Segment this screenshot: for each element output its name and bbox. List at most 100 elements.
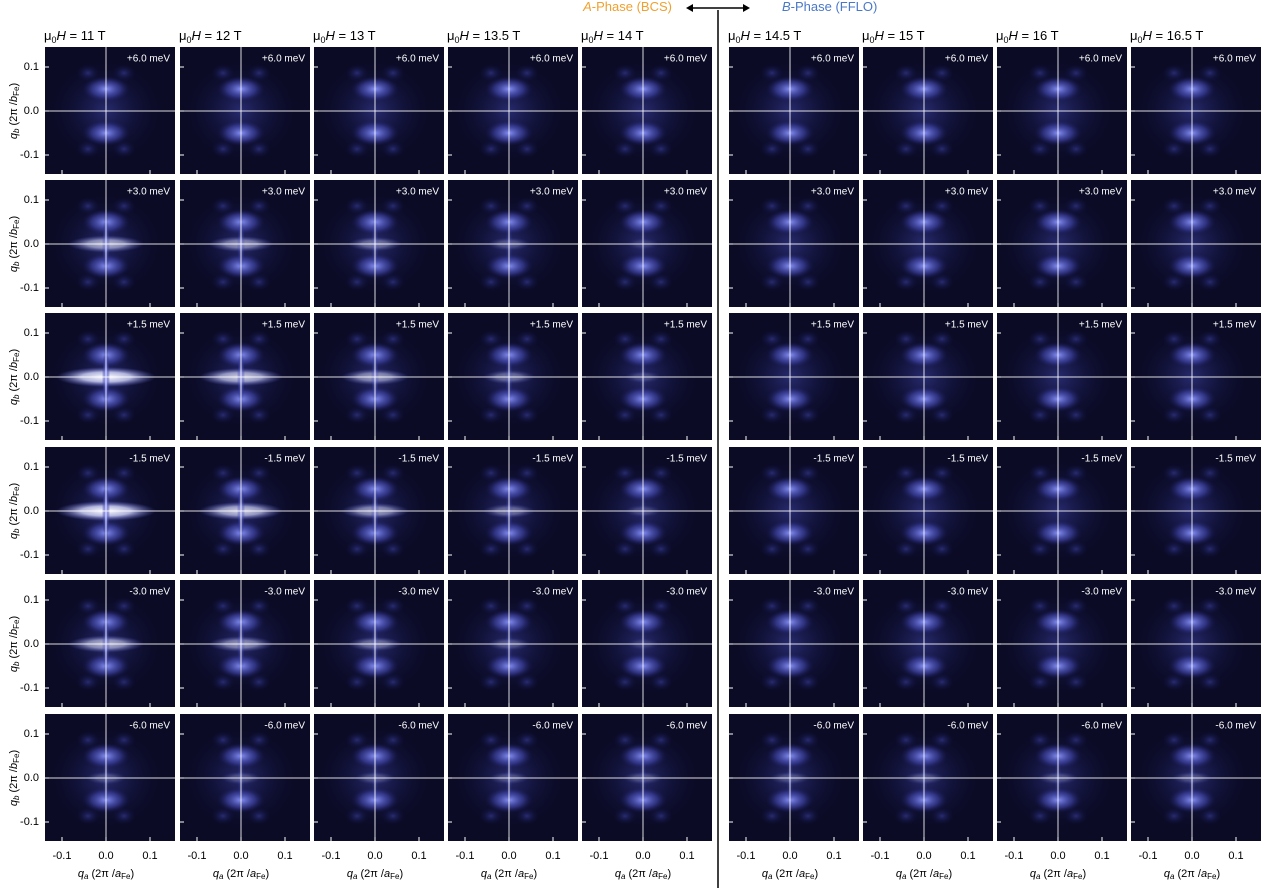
panel: +6.0 meV — [45, 47, 175, 174]
side-lobe — [112, 807, 136, 825]
energy-label: -1.5 meV — [1215, 454, 1256, 465]
x-tick-label: -0.1 — [53, 850, 72, 862]
side-lobe — [930, 197, 954, 215]
text-part: 0 — [455, 35, 460, 45]
side-lobe — [76, 731, 100, 749]
side-lobe — [479, 673, 503, 691]
text-part: q — [78, 868, 85, 880]
panel: -6.0 meV — [448, 714, 578, 841]
side-lobe — [345, 330, 369, 348]
side-lobe — [760, 464, 784, 482]
text-part: (2π / — [8, 634, 20, 661]
panel: -3.0 meV — [314, 580, 444, 707]
energy-label: -3.0 meV — [264, 587, 305, 598]
text-part: 0 — [1004, 35, 1009, 45]
side-lobe — [649, 406, 673, 424]
text-part: μ — [996, 28, 1004, 43]
side-lobe — [479, 64, 503, 82]
panel: +3.0 meV — [45, 180, 175, 307]
text-part: 16 T — [1033, 28, 1059, 43]
side-lobe — [381, 406, 405, 424]
side-lobe — [1198, 807, 1222, 825]
side-lobe — [76, 197, 100, 215]
energy-label: -1.5 meV — [666, 454, 707, 465]
side-lobe — [1198, 197, 1222, 215]
side-lobe — [1028, 673, 1052, 691]
side-lobe — [247, 273, 271, 291]
text-part: q — [1164, 868, 1171, 880]
side-lobe — [1162, 673, 1186, 691]
text-part: μ — [44, 28, 52, 43]
side-lobe — [1198, 731, 1222, 749]
x-tick-label: 0.0 — [501, 850, 516, 862]
panel: -6.0 meV — [582, 714, 712, 841]
panel: +6.0 meV — [863, 47, 993, 174]
energy-label: -6.0 meV — [264, 721, 305, 732]
side-lobe — [796, 540, 820, 558]
y-axis-label: qb (2π /bFe) — [8, 616, 21, 672]
panel: -3.0 meV — [997, 580, 1127, 707]
side-lobe — [345, 197, 369, 215]
energy-label: +6.0 meV — [530, 54, 573, 65]
panel: +3.0 meV — [582, 180, 712, 307]
x-tick-label: 0.1 — [545, 850, 560, 862]
side-lobe — [760, 673, 784, 691]
panel: +1.5 meV — [314, 313, 444, 440]
side-lobe — [76, 540, 100, 558]
side-lobe — [76, 64, 100, 82]
text-part: b — [8, 362, 20, 368]
energy-label: -6.0 meV — [398, 721, 439, 732]
side-lobe — [613, 273, 637, 291]
text-part: = — [66, 28, 81, 43]
side-lobe — [894, 140, 918, 158]
text-part: b — [8, 763, 20, 769]
panel: +3.0 meV — [448, 180, 578, 307]
x-axis-label: qa (2π /aFe) — [762, 868, 818, 881]
side-lobe — [1064, 140, 1088, 158]
text-part: (2π / — [8, 101, 20, 128]
side-lobe — [649, 731, 673, 749]
energy-label: -6.0 meV — [1081, 721, 1122, 732]
side-lobe — [211, 540, 235, 558]
x-axis-label: qa (2π /aFe) — [78, 868, 134, 881]
y-tick-label: 0.0 — [24, 238, 39, 250]
text-part: (2π / — [8, 501, 20, 528]
text-part: (2π / — [357, 868, 384, 880]
side-lobe — [211, 464, 235, 482]
energy-label: +6.0 meV — [945, 54, 988, 65]
text-part: (2π / — [906, 868, 933, 880]
energy-label: -6.0 meV — [532, 721, 573, 732]
panel: +6.0 meV — [729, 47, 859, 174]
side-lobe — [796, 406, 820, 424]
text-part: 0 — [321, 35, 326, 45]
side-lobe — [1064, 197, 1088, 215]
side-lobe — [894, 330, 918, 348]
text-part: Fe — [658, 872, 668, 881]
side-lobe — [1064, 64, 1088, 82]
side-lobe — [76, 406, 100, 424]
side-lobe — [76, 273, 100, 291]
text-part: q — [213, 868, 220, 880]
field-label: μ0H = 15 T — [862, 28, 925, 45]
side-lobe — [247, 597, 271, 615]
side-lobe — [613, 731, 637, 749]
x-axis-label: qa (2π /aFe) — [213, 868, 269, 881]
text-part: (2π / — [491, 868, 518, 880]
energy-label: -1.5 meV — [532, 454, 573, 465]
panel: +3.0 meV — [314, 180, 444, 307]
energy-label: +1.5 meV — [396, 320, 439, 331]
panel: -1.5 meV — [729, 447, 859, 574]
text-part: (2π / — [8, 768, 20, 795]
energy-label: +6.0 meV — [1213, 54, 1256, 65]
text-part: a — [1201, 868, 1207, 880]
energy-label: +1.5 meV — [1213, 320, 1256, 331]
energy-label: -3.0 meV — [947, 587, 988, 598]
energy-label: +3.0 meV — [1079, 187, 1122, 198]
text-part: μ — [179, 28, 187, 43]
side-lobe — [1198, 540, 1222, 558]
energy-label: +1.5 meV — [664, 320, 707, 331]
text-part: a — [902, 872, 907, 881]
side-lobe — [930, 807, 954, 825]
panel: +1.5 meV — [863, 313, 993, 440]
text-part: q — [8, 665, 20, 672]
